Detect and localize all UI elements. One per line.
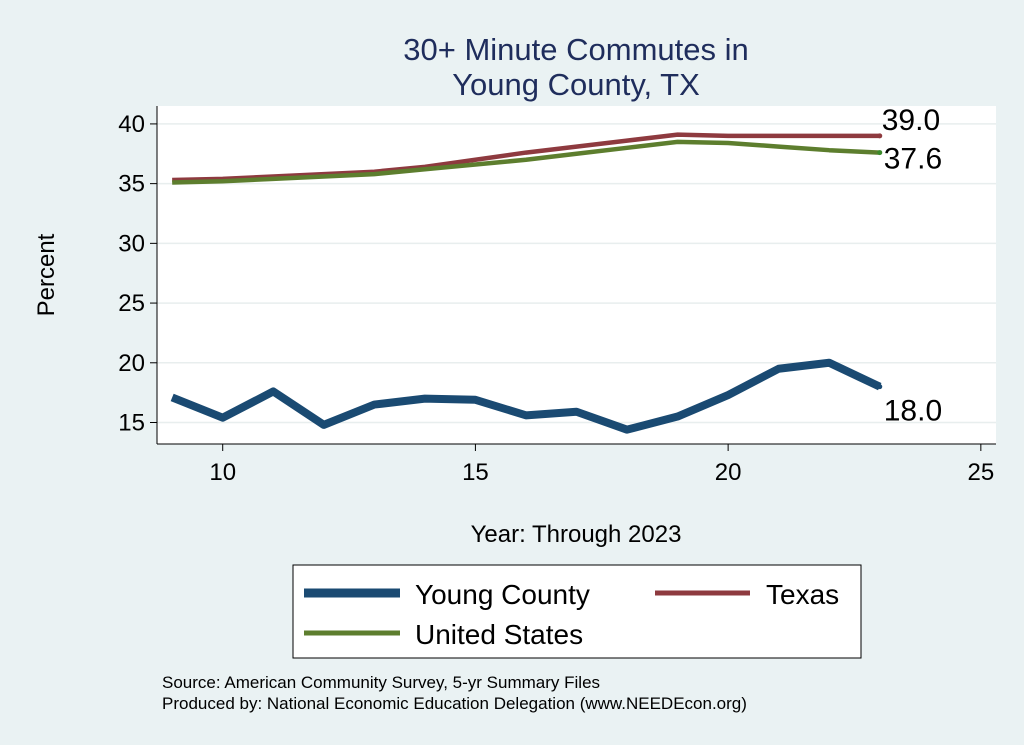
series-line-texas: [172, 132, 880, 183]
series-line-young-county: [170, 358, 882, 434]
gridlines: [157, 123, 996, 424]
legend-label-young-county: Young County: [415, 579, 590, 610]
chart-title-line-1: 30+ Minute Commutes in: [403, 32, 748, 67]
legend-label-united-states: United States: [415, 619, 583, 650]
produced-by-note: Produced by: National Economic Education…: [162, 694, 747, 713]
end-labels: 18.0 39.0 37.6: [882, 104, 942, 428]
end-label-united-states: 37.6: [884, 143, 942, 176]
y-tick-label: 15: [118, 410, 145, 437]
x-tick-label: 10: [209, 459, 236, 486]
y-tick-label: 35: [118, 171, 145, 198]
y-tick-label: 30: [118, 230, 145, 257]
series-line-united-states: [172, 139, 880, 185]
y-tick-label: 20: [118, 350, 145, 377]
legend-item-young-county: Young County: [304, 579, 590, 610]
x-tick-label: 25: [967, 459, 994, 486]
series-lines: [170, 132, 883, 434]
x-tick-label: 15: [462, 459, 489, 486]
x-axis-title: Year: Through 2023: [471, 521, 682, 548]
source-note: Source: American Community Survey, 5-yr …: [162, 673, 600, 692]
axis-ticks: 15 20 25 30 35 40 10 15 20 25: [118, 111, 994, 486]
end-label-texas: 39.0: [882, 104, 940, 137]
legend-label-texas: Texas: [766, 579, 839, 610]
end-label-young-county: 18.0: [884, 395, 942, 428]
y-axis-title: Percent: [33, 233, 60, 316]
end-point-united-states: [877, 150, 883, 156]
chart-title-line-2: Young County, TX: [452, 67, 700, 102]
legend-box: [292, 564, 862, 659]
plot-area: [157, 106, 996, 444]
y-tick-label: 25: [118, 290, 145, 317]
y-tick-label: 40: [118, 111, 145, 138]
x-tick-label: 20: [715, 459, 742, 486]
legend-item-united-states: United States: [304, 619, 583, 650]
legend-item-texas: Texas: [655, 579, 839, 610]
end-point-young-county: [877, 384, 883, 390]
end-point-texas: [877, 133, 883, 139]
